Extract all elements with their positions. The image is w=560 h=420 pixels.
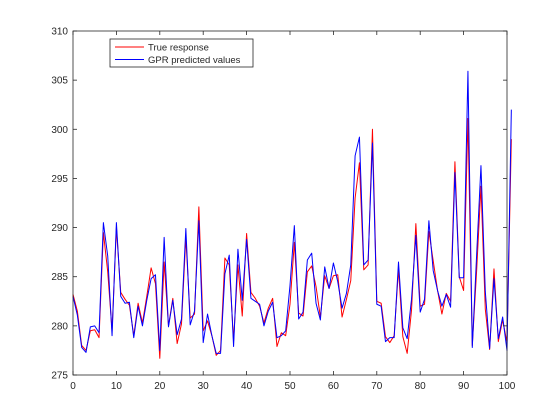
y-tick-label: 275 bbox=[51, 371, 68, 382]
y-tick-label: 295 bbox=[51, 174, 68, 185]
legend-box bbox=[109, 38, 254, 68]
legend: True response GPR predicted values bbox=[109, 38, 254, 68]
y-tick-label: 310 bbox=[51, 27, 68, 38]
series-line-gpr-predicted bbox=[72, 70, 512, 354]
y-tick-label: 305 bbox=[51, 76, 68, 87]
x-tick-label: 100 bbox=[499, 381, 516, 392]
x-tick-label: 60 bbox=[328, 381, 340, 392]
x-tick-label: 40 bbox=[241, 381, 253, 392]
y-tick-label: 285 bbox=[51, 272, 68, 283]
plot-background bbox=[73, 31, 507, 375]
y-tick-label: 280 bbox=[51, 321, 68, 332]
axis-layer: 0 10 20 30 40 50 60 70 80 90 100 275 280 285 290 295 300… bbox=[51, 27, 515, 393]
x-tick-label: 80 bbox=[415, 381, 427, 392]
x-tick-label: 20 bbox=[154, 381, 166, 392]
x-tick-label: 50 bbox=[284, 381, 296, 392]
x-tick-label: 0 bbox=[70, 381, 76, 392]
legend-label-true-response: True response bbox=[148, 43, 209, 54]
series-layer bbox=[72, 70, 512, 359]
y-tick-label: 290 bbox=[51, 223, 68, 234]
x-tick-label: 70 bbox=[371, 381, 383, 392]
x-tick-label: 90 bbox=[458, 381, 470, 392]
legend-label-gpr-predicted: GPR predicted values bbox=[148, 55, 241, 66]
y-tick-label: 300 bbox=[51, 125, 68, 136]
x-tick-label: 30 bbox=[198, 381, 210, 392]
x-tick-label: 10 bbox=[111, 381, 123, 392]
